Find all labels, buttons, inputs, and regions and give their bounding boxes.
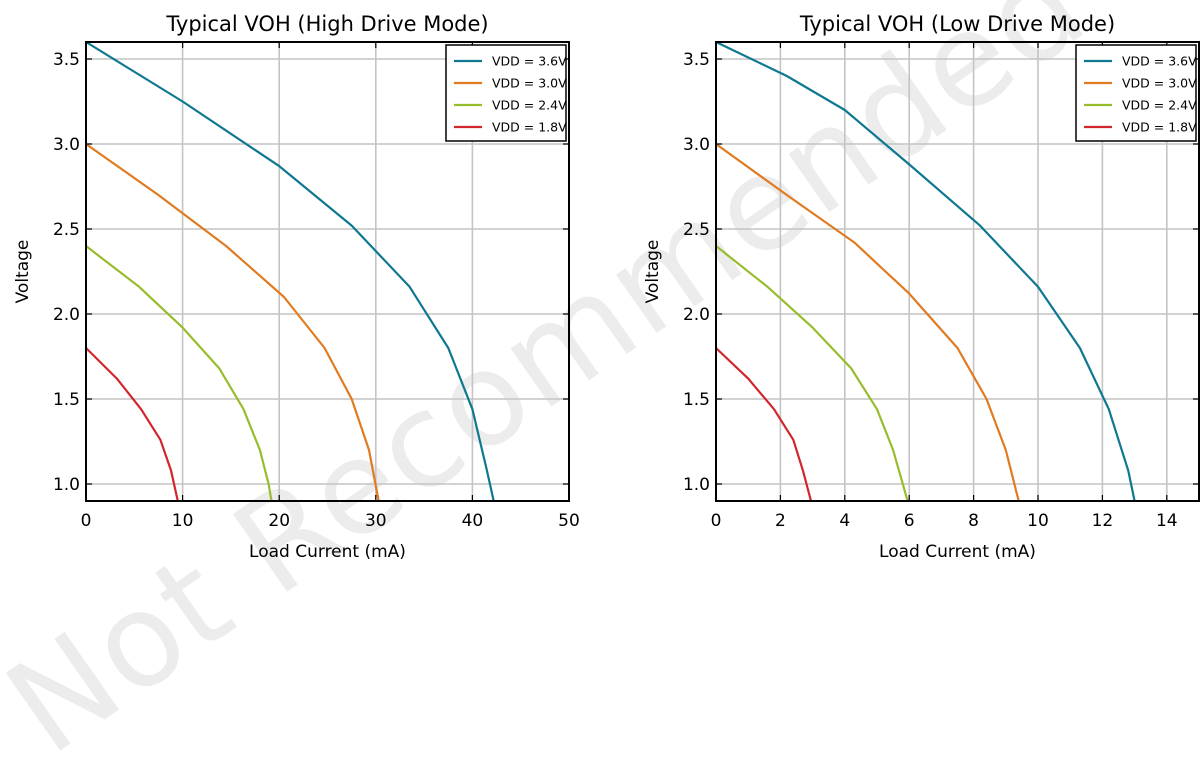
series-line bbox=[716, 42, 1136, 501]
x-tick-label: 10 bbox=[1027, 511, 1049, 531]
y-tick-label: 3.5 bbox=[53, 50, 80, 70]
y-tick-label: 3.0 bbox=[683, 135, 710, 155]
y-tick-label: 2.0 bbox=[683, 305, 710, 325]
y-tick-label: 2.5 bbox=[683, 220, 710, 240]
x-tick-label: 0 bbox=[711, 511, 722, 531]
x-axis-label: Load Current (mA) bbox=[879, 542, 1036, 562]
y-axis-label: Voltage bbox=[13, 240, 33, 304]
y-tick-label: 1.5 bbox=[53, 390, 80, 410]
x-tick-label: 0 bbox=[81, 511, 92, 531]
legend-label: VDD = 2.4V bbox=[1122, 98, 1197, 113]
chart-high-drive: 0 10 20 30 40 50 1.0 1.5 2.0 2.5 3.0 3.5 Typical VOH… bbox=[13, 12, 580, 562]
legend-label: VDD = 3.6V bbox=[1122, 54, 1197, 69]
legend-label: VDD = 2.4V bbox=[492, 98, 567, 113]
plot-frame bbox=[715, 41, 1200, 502]
y-tick-label: 1.5 bbox=[683, 390, 710, 410]
y-tick-label: 1.0 bbox=[53, 475, 80, 495]
x-tick-label: 20 bbox=[268, 511, 290, 531]
series-line bbox=[716, 143, 1020, 501]
series-line bbox=[86, 143, 380, 501]
series-line bbox=[86, 42, 495, 501]
y-tick-label: 3.5 bbox=[683, 50, 710, 70]
plot-frame bbox=[85, 41, 570, 502]
legend-label: VDD = 1.8V bbox=[492, 120, 567, 135]
legend-label: VDD = 3.6V bbox=[492, 54, 567, 69]
y-tick-label: 2.5 bbox=[53, 220, 80, 240]
y-tick-label: 2.0 bbox=[53, 305, 80, 325]
y-tick-label: 3.0 bbox=[53, 135, 80, 155]
x-tick-label: 6 bbox=[904, 511, 915, 531]
y-tick-label: 1.0 bbox=[683, 475, 710, 495]
x-tick-label: 2 bbox=[775, 511, 786, 531]
x-tick-label: 12 bbox=[1092, 511, 1114, 531]
legend-label: VDD = 3.0V bbox=[1122, 76, 1197, 91]
x-tick-label: 40 bbox=[462, 511, 484, 531]
chart-low-drive: 0 2 4 6 8 10 12 14 1.0 1.5 2.0 2.5 3.0 3.5 Typical VOH… bbox=[643, 12, 1200, 562]
y-axis-label: Voltage bbox=[643, 240, 663, 304]
x-tick-label: 8 bbox=[968, 511, 979, 531]
x-tick-label: 10 bbox=[172, 511, 194, 531]
chart-title: Typical VOH (Low Drive Mode) bbox=[799, 12, 1115, 36]
legend-label: VDD = 3.0V bbox=[492, 76, 567, 91]
series-line bbox=[716, 245, 909, 501]
x-axis-label: Load Current (mA) bbox=[249, 542, 406, 562]
legend-label: VDD = 1.8V bbox=[1122, 120, 1197, 135]
series-line bbox=[716, 347, 813, 501]
x-tick-label: 50 bbox=[558, 511, 580, 531]
x-tick-label: 30 bbox=[365, 511, 387, 531]
x-tick-label: 4 bbox=[839, 511, 850, 531]
series-line bbox=[86, 245, 273, 501]
x-tick-label: 14 bbox=[1156, 511, 1178, 531]
chart-title: Typical VOH (High Drive Mode) bbox=[165, 12, 488, 36]
series-line bbox=[86, 347, 179, 501]
